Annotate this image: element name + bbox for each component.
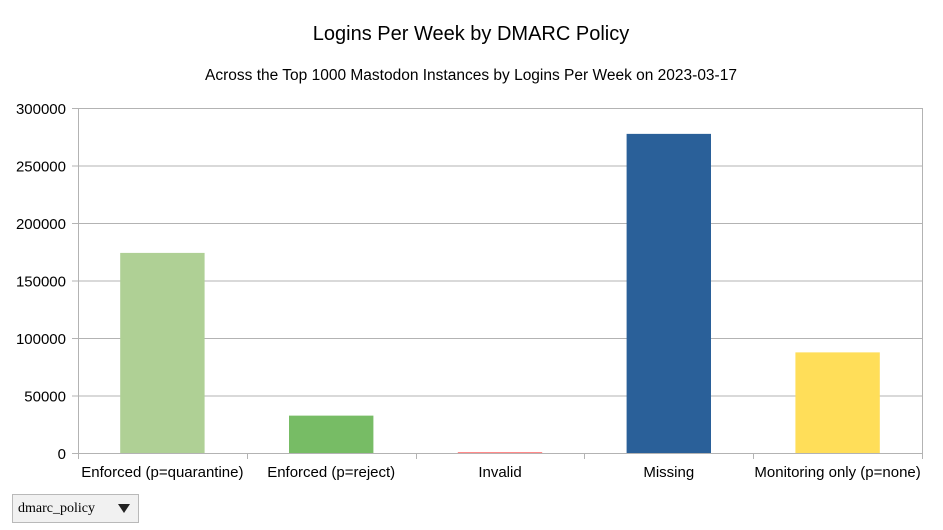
filter-label: dmarc_policy xyxy=(18,500,95,516)
bar-missing xyxy=(626,133,711,453)
y-tick-label: 250000 xyxy=(16,159,66,176)
y-axis: 0 50000 100000 150000 200000 250000 300000 xyxy=(16,101,66,463)
x-tick-label: Missing xyxy=(643,464,694,481)
gridlines xyxy=(72,108,923,459)
chevron-down-icon xyxy=(118,504,130,513)
bars xyxy=(120,133,880,454)
chart-title: Logins Per Week by DMARC Policy xyxy=(313,23,629,45)
y-tick-label: 50000 xyxy=(24,389,66,406)
bar-invalid xyxy=(457,452,543,454)
bar-enforced-p-reject xyxy=(289,415,374,453)
y-tick-label: 0 xyxy=(58,446,66,463)
y-tick-label: 300000 xyxy=(16,101,66,118)
dmarc-policy-filter-dropdown[interactable]: dmarc_policy xyxy=(12,494,139,523)
bar-enforced-p-quarantine xyxy=(120,252,205,453)
bar-monitoring-only-p-none xyxy=(795,352,880,453)
x-tick-label: Invalid xyxy=(478,464,521,481)
x-tick-label: Enforced (p=quarantine) xyxy=(81,464,243,481)
bar-chart: Logins Per Week by DMARC Policy Across t… xyxy=(16,23,923,481)
x-tick-label: Monitoring only (p=none) xyxy=(754,464,920,481)
x-axis: Enforced (p=quarantine) Enforced (p=rejec… xyxy=(81,453,921,481)
y-tick-label: 150000 xyxy=(16,274,66,291)
chart-subtitle: Across the Top 1000 Mastodon Instances b… xyxy=(205,67,737,84)
y-tick-label: 200000 xyxy=(16,216,66,233)
y-tick-label: 100000 xyxy=(16,331,66,348)
x-tick-label: Enforced (p=reject) xyxy=(267,464,395,481)
